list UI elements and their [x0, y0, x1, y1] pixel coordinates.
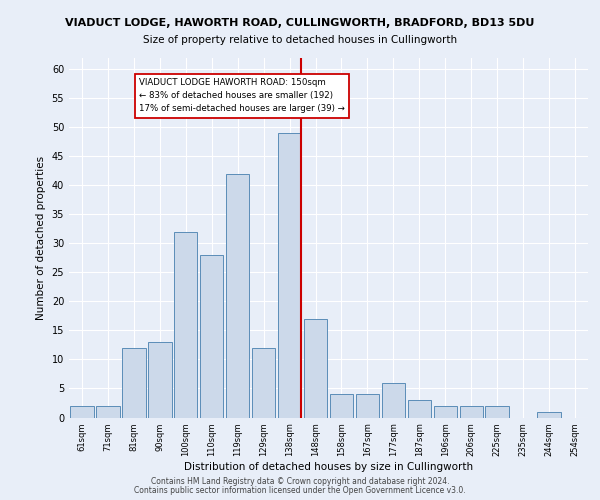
Bar: [407, 400, 431, 417]
Text: VIADUCT LODGE HAWORTH ROAD: 150sqm
← 83% of detached houses are smaller (192)
17: VIADUCT LODGE HAWORTH ROAD: 150sqm ← 83%…: [139, 78, 345, 113]
Bar: [174, 232, 197, 418]
Bar: [382, 382, 405, 418]
Text: Size of property relative to detached houses in Cullingworth: Size of property relative to detached ho…: [143, 35, 457, 45]
Y-axis label: Number of detached properties: Number of detached properties: [36, 156, 46, 320]
Bar: [122, 348, 146, 418]
Bar: [356, 394, 379, 417]
Bar: [148, 342, 172, 417]
Text: VIADUCT LODGE, HAWORTH ROAD, CULLINGWORTH, BRADFORD, BD13 5DU: VIADUCT LODGE, HAWORTH ROAD, CULLINGWORT…: [65, 18, 535, 28]
Text: Contains public sector information licensed under the Open Government Licence v3: Contains public sector information licen…: [134, 486, 466, 495]
Bar: [434, 406, 457, 417]
Bar: [70, 406, 94, 417]
Bar: [304, 319, 327, 418]
Text: Contains HM Land Registry data © Crown copyright and database right 2024.: Contains HM Land Registry data © Crown c…: [151, 478, 449, 486]
Bar: [538, 412, 561, 418]
Bar: [200, 255, 223, 418]
Bar: [330, 394, 353, 417]
Bar: [460, 406, 483, 417]
X-axis label: Distribution of detached houses by size in Cullingworth: Distribution of detached houses by size …: [184, 462, 473, 472]
Bar: [278, 133, 301, 418]
Bar: [226, 174, 250, 418]
Bar: [252, 348, 275, 418]
Bar: [96, 406, 119, 417]
Bar: [485, 406, 509, 417]
